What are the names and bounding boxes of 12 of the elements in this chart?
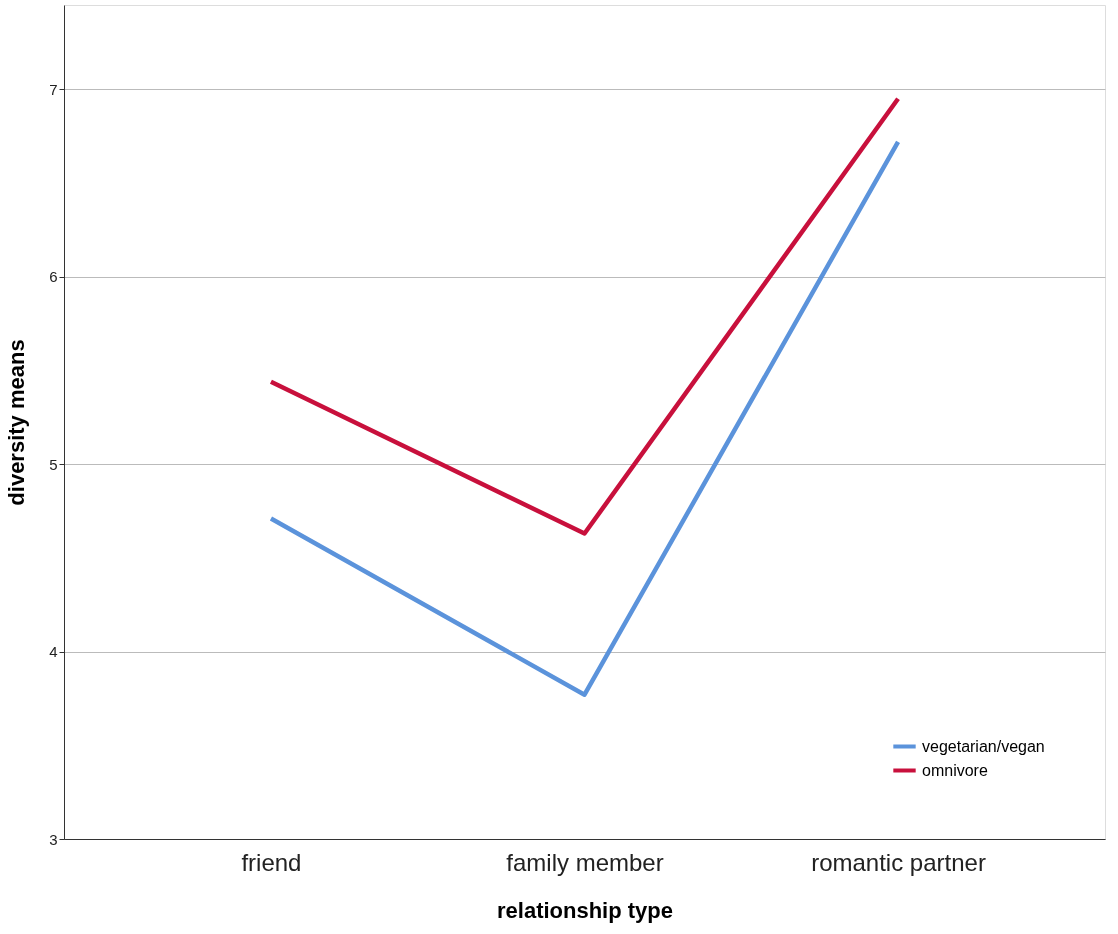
- y-tick-label: 6: [49, 268, 58, 286]
- y-axis-title: diversity means: [4, 339, 30, 506]
- x-tick-label: friend: [241, 848, 302, 876]
- y-tick-label: 7: [49, 80, 58, 98]
- y-tick-label: 5: [49, 455, 58, 473]
- legend-label: vegetarian/vegan: [922, 737, 1045, 755]
- x-tick-label: romantic partner: [811, 848, 986, 876]
- x-tick-label: family member: [506, 848, 664, 876]
- y-tick-label: 4: [49, 643, 58, 661]
- x-axis-title: relationship type: [496, 897, 674, 923]
- y-tick-label: 3: [49, 830, 58, 848]
- legend-label: omnivore: [922, 761, 988, 779]
